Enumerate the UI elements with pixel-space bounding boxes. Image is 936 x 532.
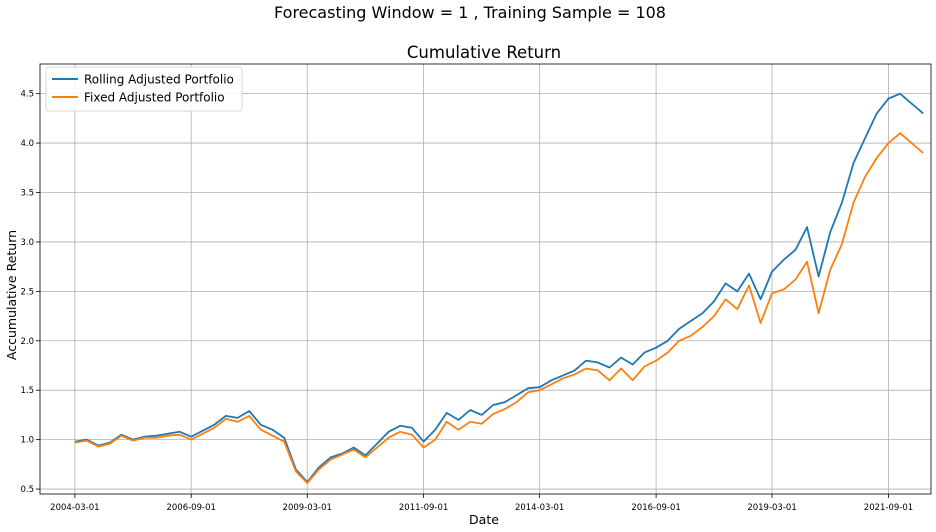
y-tick-label: 1.5 <box>20 386 34 396</box>
y-tick-label: 2.5 <box>20 287 34 297</box>
x-tick-label: 2019-03-01 <box>747 503 796 513</box>
y-axis-label: Accumulative Return <box>4 230 19 360</box>
chart-title: Cumulative Return <box>407 43 561 62</box>
plot-frame <box>39 63 932 495</box>
series-line-fixed <box>74 132 924 484</box>
x-tick-label: 2009-03-01 <box>283 503 332 513</box>
grid <box>40 64 931 494</box>
legend-label-fixed: Fixed Adjusted Portfolio <box>84 91 225 105</box>
x-tick-label: 2004-03-01 <box>50 503 99 513</box>
series-line-rolling <box>74 92 924 483</box>
y-axis-ticks: 0.5 1.0 1.5 2.0 2.5 3.0 3.5 4.0 4.5 <box>20 90 40 495</box>
y-tick-label: 4.5 <box>20 90 34 100</box>
legend-label-rolling: Rolling Adjusted Portfolio <box>84 73 234 87</box>
x-tick-label: 2006-09-01 <box>166 503 215 513</box>
x-tick-label: 2011-09-01 <box>399 503 448 513</box>
series-lines <box>74 92 924 484</box>
y-tick-label: 4.0 <box>20 139 34 149</box>
y-tick-label: 1.0 <box>20 436 34 446</box>
y-tick-label: 3.5 <box>20 189 34 199</box>
x-axis-ticks: 2004-03-01 2006-09-01 2009-03-01 2011-09-01… <box>50 494 913 513</box>
x-tick-label: 2021-09-01 <box>864 503 913 513</box>
y-tick-label: 2.0 <box>20 337 34 347</box>
y-tick-label: 3.0 <box>20 238 34 248</box>
x-tick-label: 2014-03-01 <box>515 503 564 513</box>
legend-box <box>45 66 243 112</box>
x-axis-label: Date <box>469 512 499 527</box>
y-tick-label: 0.5 <box>20 485 34 495</box>
x-tick-label: 2016-09-01 <box>631 503 680 513</box>
chart-suptitle: Forecasting Window = 1 , Training Sample… <box>274 3 666 22</box>
legend: Rolling Adjusted Portfolio Fixed Adjuste… <box>45 66 243 112</box>
